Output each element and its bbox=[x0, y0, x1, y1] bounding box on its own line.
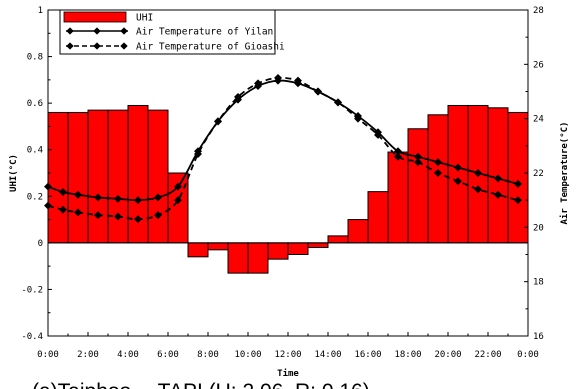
point-yilan-18 bbox=[394, 147, 402, 156]
uhi-bar-1500 bbox=[347, 219, 369, 244]
left-axis: -0.4 -0.2 0 0.2 0.4 0.6 0.8 1 bbox=[21, 6, 52, 342]
point-yilan-7 bbox=[174, 182, 182, 191]
x-axis-label: Time bbox=[277, 368, 299, 379]
right-tick-label-1: 18 bbox=[533, 278, 544, 288]
left-tick-label-7: 1 bbox=[38, 6, 43, 16]
left-tick-label-6: 0.8 bbox=[27, 53, 43, 63]
x-tick-label-0: 0:00 bbox=[37, 350, 59, 360]
point-gioashi-21 bbox=[454, 177, 462, 186]
right-tick-label-4: 24 bbox=[533, 115, 544, 125]
uhi-bar-000 bbox=[47, 111, 69, 244]
point-gioashi-17 bbox=[374, 131, 382, 139]
uhi-bar-1000 bbox=[247, 242, 269, 274]
x-tick-label-3: 6:00 bbox=[157, 350, 179, 360]
uhi-bars bbox=[47, 104, 529, 274]
point-yilan-20 bbox=[434, 158, 442, 167]
left-tick-label-4: 0.4 bbox=[27, 146, 43, 156]
legend: UHI Air Temperature of Yilan Air Tempera… bbox=[59, 9, 285, 55]
right-axis: 16 18 20 22 24 26 28 bbox=[524, 6, 544, 342]
uhi-bar-1400 bbox=[327, 235, 349, 244]
x-tick-label-7: 14:00 bbox=[314, 350, 341, 360]
x-tick-label-2: 4:00 bbox=[117, 350, 139, 360]
x-tick-label-11: 22:00 bbox=[474, 350, 501, 360]
legend-entry-uhi: UHI bbox=[136, 13, 153, 24]
legend-swatch-gioashi bbox=[66, 42, 128, 50]
x-tick-label-12: 0:00 bbox=[517, 350, 539, 360]
legend-swatch-uhi bbox=[63, 11, 127, 23]
uhi-bar-2000 bbox=[447, 104, 469, 244]
point-gioashi-20 bbox=[434, 169, 442, 177]
left-tick-label-2: 0 bbox=[38, 239, 43, 249]
uhi-bar-1100 bbox=[267, 242, 289, 260]
x-tick-label-4: 8:00 bbox=[197, 350, 219, 360]
uhi-bar-1600 bbox=[367, 191, 389, 244]
right-tick-label-5: 26 bbox=[533, 60, 544, 70]
point-gioashi-4 bbox=[114, 212, 122, 221]
y-axis-label-left: UHI(°C) bbox=[9, 154, 19, 192]
legend-line-2-marker-0 bbox=[66, 42, 74, 50]
temperature-lines bbox=[44, 73, 522, 224]
point-gioashi-6 bbox=[154, 211, 162, 220]
point-gioashi-7 bbox=[174, 196, 182, 205]
uhi-bar-1700 bbox=[387, 151, 409, 244]
uhi-bar-1900 bbox=[427, 114, 449, 244]
uhi-bar-700 bbox=[187, 242, 209, 258]
uhi-bar-2300 bbox=[507, 111, 529, 244]
point-yilan-21 bbox=[454, 163, 462, 172]
point-gioashi-18 bbox=[394, 152, 402, 161]
point-gioashi-14 bbox=[314, 87, 322, 96]
point-gioashi-23 bbox=[494, 190, 502, 199]
point-gioashi-2 bbox=[74, 208, 82, 217]
uhi-bar-800 bbox=[207, 242, 229, 251]
uhi-bar-100 bbox=[67, 111, 89, 244]
uhi-bar-1800 bbox=[407, 128, 429, 244]
point-yilan-23 bbox=[494, 174, 502, 183]
point-yilan-4 bbox=[114, 194, 122, 203]
uhi-bar-1200 bbox=[287, 242, 309, 256]
uhi-bar-300 bbox=[107, 109, 129, 244]
left-tick-label-5: 0.6 bbox=[27, 99, 43, 109]
legend-entry-yilan: Air Temperature of Yilan bbox=[136, 27, 273, 38]
right-tick-label-3: 22 bbox=[533, 169, 544, 179]
point-yilan-22 bbox=[474, 169, 482, 177]
x-tick-label-8: 16:00 bbox=[354, 350, 381, 360]
point-gioashi-8 bbox=[194, 150, 202, 158]
point-yilan-3 bbox=[94, 193, 102, 202]
legend-line-2-marker-1 bbox=[93, 42, 101, 50]
right-tick-label-2: 20 bbox=[533, 223, 544, 233]
point-yilan-19 bbox=[414, 152, 422, 161]
uhi-bar-500 bbox=[147, 109, 169, 244]
x-tick-label-1: 2:00 bbox=[77, 350, 99, 360]
point-gioashi-3 bbox=[94, 211, 102, 220]
point-yilan-24 bbox=[514, 179, 522, 188]
left-tick-label-1: -0.2 bbox=[21, 285, 43, 295]
figure-caption: (a)Taiphoo… TAPI (U: 2.06, R: 0.16) bbox=[32, 380, 370, 389]
x-tick-label-5: 10:00 bbox=[234, 350, 261, 360]
point-gioashi-24 bbox=[514, 196, 522, 205]
legend-entry-gioashi: Air Temperature of Gioashi bbox=[136, 42, 285, 53]
point-yilan-6 bbox=[154, 193, 162, 202]
uhi-bar-200 bbox=[87, 109, 109, 244]
left-tick-label-3: 0.2 bbox=[27, 192, 43, 202]
point-yilan-2 bbox=[74, 190, 82, 199]
uhi-bar-900 bbox=[227, 242, 249, 274]
right-tick-label-6: 28 bbox=[533, 6, 544, 16]
x-tick-label-6: 12:00 bbox=[274, 350, 301, 360]
y-axis-label-right: Air Temperature(°C) bbox=[559, 122, 570, 225]
point-gioashi-9 bbox=[214, 117, 222, 126]
bottom-axis: 0:00 2:00 4:00 6:00 8:00 10:00 12:00 14:00 16:00… bbox=[37, 332, 539, 360]
x-tick-label-10: 20:00 bbox=[434, 350, 461, 360]
point-gioashi-19 bbox=[414, 158, 422, 167]
point-gioashi-5 bbox=[134, 215, 142, 224]
legend-line-2-marker-2 bbox=[120, 42, 128, 50]
left-tick-label-0: -0.4 bbox=[21, 332, 43, 342]
x-tick-label-9: 18:00 bbox=[394, 350, 421, 360]
uhi-bar-1300 bbox=[307, 242, 329, 249]
right-tick-label-0: 16 bbox=[533, 332, 544, 342]
point-gioashi-22 bbox=[474, 185, 482, 194]
point-yilan-5 bbox=[134, 196, 142, 205]
